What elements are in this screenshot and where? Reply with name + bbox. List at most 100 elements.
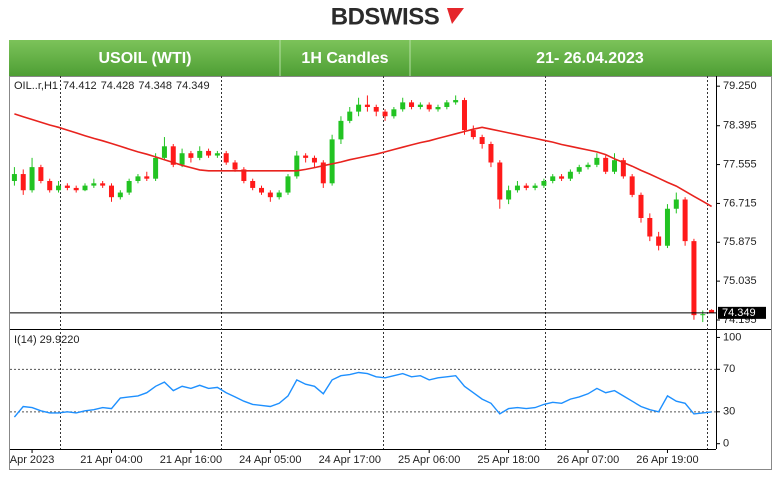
last-low: 74.348 [138,80,172,92]
candle-body [347,111,353,121]
y-tick-label: 77.555 [723,158,757,170]
candle-body [100,183,106,186]
candle-body [320,162,326,184]
candle-body [664,208,670,246]
candle-body [294,155,300,177]
candle-body [682,199,688,242]
candle-body [691,241,697,316]
x-tick-label: 25 Apr 18:00 [477,454,539,466]
candle-body [453,100,459,103]
candle-body [461,100,467,131]
candle-body [364,104,370,107]
candle-body [629,176,635,195]
candle-body [188,153,194,158]
candle-body [594,157,600,165]
candle-body [250,180,256,188]
candle-body [444,102,450,107]
candle-body [391,109,397,117]
candle-body [497,162,503,200]
y-tick-label: 100 [723,331,741,343]
price-label-box [718,306,766,319]
x-tick-label: 26 Apr 07:00 [557,454,619,466]
logo-arrow [447,8,464,24]
y-tick-label: 70 [723,363,735,375]
candle-body [656,236,662,246]
candle-body [117,192,123,198]
candle-body [38,167,44,181]
candle-body [206,150,212,156]
candle-body [73,187,79,191]
header-timeframe: 1H Candles [301,50,388,67]
candle-body [559,176,565,179]
candle-body [541,180,547,186]
x-tick-label: Apr 2023 [10,454,55,466]
candle-body [576,167,582,172]
candle-body [612,160,618,172]
rsi-line [13,371,712,418]
y-tick-label: 30 [723,406,735,418]
y-tick-label: 78.395 [723,120,757,132]
candle-body [259,187,265,193]
candle-body [638,194,644,218]
candle-body [47,180,53,191]
y-tick-label: 75.035 [723,275,757,287]
candle-body [356,104,362,112]
header-dates: 21- 26.04.2023 [536,50,644,67]
candle-body [126,180,132,193]
candle-body [417,104,423,107]
candle-body [11,174,17,181]
moving-average [14,113,713,208]
x-tick-label: 25 Apr 06:00 [398,454,460,466]
candle-body [514,185,520,191]
candle-body [567,171,573,179]
header-bar [9,40,772,76]
candle-body [603,157,609,172]
candle-body [709,309,715,313]
candle-body [673,199,679,209]
x-tick-label: 26 Apr 19:00 [636,454,698,466]
candle-body [523,185,529,188]
candle-body [82,185,88,191]
y-tick-label: 0 [723,438,729,450]
x-tick-label: 24 Apr 17:00 [319,454,381,466]
candle-body [197,150,203,158]
candle-body [170,146,176,165]
candle-body [179,153,185,165]
candle-body [91,183,97,186]
candle-body [267,192,273,198]
day-separators [60,76,708,449]
candle-body [550,176,556,181]
candle-body [303,155,309,158]
last-open: 74.412 [63,80,97,92]
candle-body [223,153,229,163]
y-tick-label: 76.715 [723,197,757,209]
candle-body [506,190,512,200]
rsi-title: I(14) 29.9220 [14,334,79,346]
candle-body [285,176,291,193]
candle-body [382,111,388,117]
candle-body [135,176,141,181]
symbol-label: OIL..r,H1 [14,80,58,92]
candle-body [153,157,159,179]
candle-body [532,185,538,188]
ohlc-info: OIL..r,H1 74.412 74.428 74.348 74.349 [14,80,210,92]
candles [11,95,715,323]
candle-body [56,185,62,191]
candle-body [144,176,150,179]
candle-body [338,120,344,140]
candle-body [241,169,247,181]
candle-body [470,130,476,138]
y-tick-label: 75.875 [723,236,757,248]
x-tick-label: 21 Apr 16:00 [160,454,222,466]
x-tick-label: 24 Apr 05:00 [239,454,301,466]
candle-body [311,157,317,163]
candle-body [329,139,335,184]
candle-body [700,314,706,316]
candle-body [64,185,70,188]
x-tick-label: 21 Apr 04:00 [80,454,142,466]
candle-body [488,143,494,163]
last-close: 74.349 [176,80,210,92]
candle-body [426,104,432,110]
candle-body [29,167,35,191]
